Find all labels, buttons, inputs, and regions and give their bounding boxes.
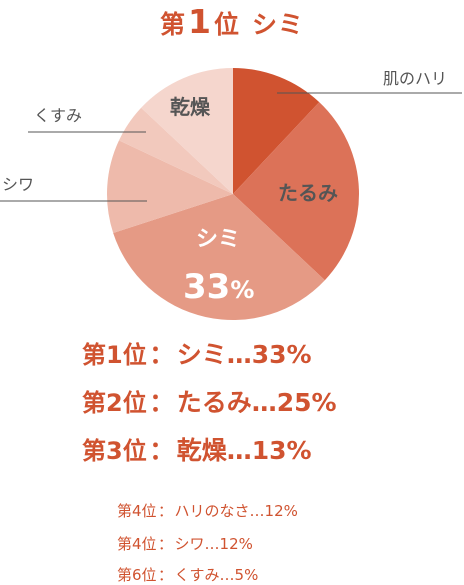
ranking-position: 第6位	[117, 566, 157, 584]
ranking-position: 第1位	[82, 341, 147, 369]
ranking-colon: ：	[149, 436, 175, 465]
pie-slice-4	[118, 107, 233, 194]
slice-value-shimi-unit: %	[230, 276, 254, 304]
title-rank-number: 1	[188, 2, 212, 41]
ranking-position: 第4位	[117, 502, 157, 520]
slice-value-shimi-number: 33	[183, 267, 230, 307]
ranking-colon: ：	[158, 566, 174, 584]
title-item-name: シミ	[251, 10, 304, 39]
slice-label-tarumi: たるみ	[278, 181, 338, 205]
slice-value-shimi: 33%	[183, 267, 254, 307]
pie-slice-5	[141, 68, 233, 194]
slice-label-kanso: 乾燥	[170, 95, 211, 119]
callout-label-shiwa: シワ	[2, 175, 34, 194]
ranking-text: ハリのなさ…12%	[174, 502, 298, 520]
ranking-colon: ：	[158, 535, 174, 553]
ranking-item-4b: 第4位： シワ…12%	[117, 533, 253, 554]
callout-label-hari: 肌のハリ	[383, 69, 447, 88]
pie-slice-3	[107, 140, 233, 233]
ranking-position: 第4位	[117, 535, 157, 553]
callout-label-kusumi: くすみ	[34, 106, 82, 125]
ranking-colon: ：	[149, 340, 175, 369]
ranking-position: 第2位	[82, 389, 147, 417]
pie-slice-0	[233, 68, 320, 194]
ranking-colon: ：	[149, 388, 175, 417]
ranking-item-4a: 第4位： ハリのなさ…12%	[117, 500, 298, 521]
pie-slices	[107, 68, 359, 320]
chart-title: 第1位 シミ	[0, 2, 464, 41]
pie-chart: 肌のハリ くすみ シワ たるみ シミ 33% 乾燥	[0, 68, 462, 320]
ranking-position: 第3位	[82, 437, 147, 465]
ranking-colon: ：	[158, 502, 174, 520]
title-suffix: 位	[213, 10, 240, 39]
ranking-text: シミ…33%	[176, 340, 312, 369]
slice-label-shimi: シミ	[196, 227, 240, 252]
ranking-text: シワ…12%	[174, 535, 253, 553]
ranking-item-3: 第3位： 乾燥…13%	[82, 436, 337, 484]
ranking-item-1: 第1位： シミ…33%	[82, 340, 337, 388]
pie-slice-2	[113, 194, 325, 320]
ranking-text: たるみ…25%	[176, 388, 337, 417]
ranking-main-list: 第1位： シミ…33% 第2位： たるみ…25% 第3位： 乾燥…13%	[82, 340, 337, 484]
ranking-item-6: 第6位： くすみ…5%	[117, 564, 258, 585]
ranking-text: 乾燥…13%	[176, 436, 312, 465]
pie-slice-1	[233, 102, 359, 281]
title-prefix: 第	[159, 10, 186, 39]
ranking-item-2: 第2位： たるみ…25%	[82, 388, 337, 436]
ranking-text: くすみ…5%	[174, 566, 259, 584]
